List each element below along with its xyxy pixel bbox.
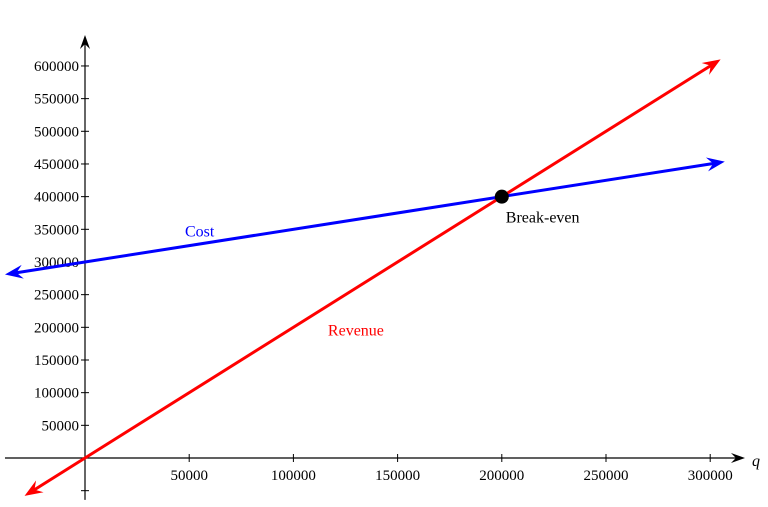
x-tick-label: 100000 (271, 468, 316, 484)
series-arrow-start-revenue (24, 480, 44, 496)
series (4, 59, 725, 496)
series-arrow-end-cost (705, 157, 725, 172)
y-tick-label: 100000 (34, 386, 79, 402)
x-tick-label: 150000 (375, 468, 420, 484)
y-tick-label: 600000 (34, 59, 79, 75)
series-arrow-start-cost (4, 264, 24, 279)
y-axis-arrow (80, 35, 90, 49)
series-label-cost: Cost (185, 224, 215, 241)
y-tick-label: 400000 (34, 190, 79, 206)
y-tick-label: 450000 (34, 157, 79, 173)
annotation-break-even: Break-even (506, 210, 580, 227)
x-tick-label: 200000 (479, 468, 524, 484)
y-tick-label: 150000 (34, 353, 79, 369)
axes (4, 35, 745, 500)
y-tick-label: 200000 (34, 320, 79, 336)
x-tick-label: 50000 (170, 468, 208, 484)
y-tick-label: 350000 (34, 222, 79, 238)
y-tick-label: 550000 (34, 92, 79, 108)
series-line-revenue (32, 63, 713, 492)
y-tick-label: 500000 (34, 124, 79, 140)
y-tick-label: 50000 (42, 418, 80, 434)
series-arrow-end-revenue (701, 59, 721, 75)
y-tick-label: 250000 (34, 288, 79, 304)
x-axis-label: q (752, 453, 760, 470)
series-label-revenue: Revenue (328, 323, 384, 340)
x-axis-arrow (731, 453, 745, 463)
break-even-point (494, 189, 509, 204)
x-tick-label: 250000 (584, 468, 629, 484)
series-line-cost (14, 161, 716, 275)
ticks: 50000 100000 150000 200000 250000 300000 50000… (34, 59, 733, 484)
x-tick-label: 300000 (688, 468, 733, 484)
